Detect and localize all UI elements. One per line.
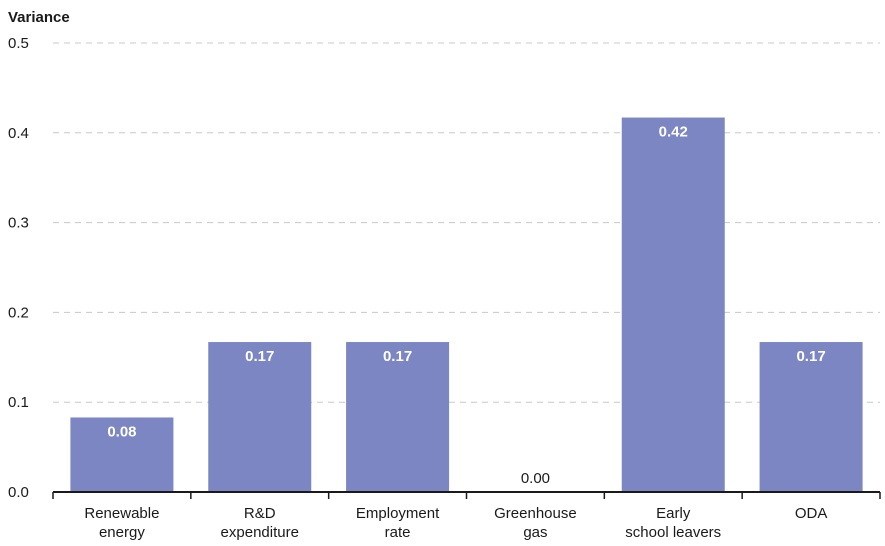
data-label: 0.17: [796, 348, 825, 365]
x-tick-label: expenditure: [221, 524, 299, 541]
x-tick-label: Greenhouse: [494, 505, 577, 522]
x-tick-label: gas: [523, 524, 547, 541]
x-tick-label: Early: [656, 505, 691, 522]
data-label: 0.42: [659, 124, 688, 141]
y-tick-label: 0.4: [8, 125, 29, 142]
x-tick-label: rate: [385, 524, 411, 541]
data-labels: 0.08 0.17 0.17 0.00 0.42 0.17: [107, 124, 825, 487]
y-tick-labels: 0.0 0.1 0.2 0.3 0.4 0.5: [8, 35, 29, 501]
x-tick-label: Employment: [356, 505, 440, 522]
data-label: 0.17: [383, 348, 412, 365]
y-tick-label: 0.5: [8, 35, 29, 52]
bar: [759, 342, 863, 492]
category-labels: Renewable energy R&D expenditure Employment r…: [84, 505, 827, 541]
x-axis: [52, 491, 881, 499]
x-tick-label: R&D: [244, 505, 276, 522]
x-tick-label: ODA: [795, 505, 828, 522]
data-label: 0.00: [521, 470, 550, 487]
bar: [346, 342, 450, 492]
x-tick-label: energy: [99, 524, 145, 541]
bars: [70, 117, 863, 492]
y-axis-title: Variance: [8, 9, 70, 26]
x-tick-label: school leavers: [625, 524, 721, 541]
bar: [70, 417, 174, 492]
bar: [621, 117, 725, 492]
y-tick-label: 0.2: [8, 304, 29, 321]
y-tick-label: 0.0: [8, 484, 29, 501]
data-label: 0.17: [245, 348, 274, 365]
y-tick-label: 0.3: [8, 215, 29, 232]
data-label: 0.08: [107, 423, 136, 440]
x-tick-label: Renewable: [84, 505, 159, 522]
y-tick-label: 0.1: [8, 394, 29, 411]
bar: [208, 342, 312, 492]
gridlines: [53, 42, 880, 403]
